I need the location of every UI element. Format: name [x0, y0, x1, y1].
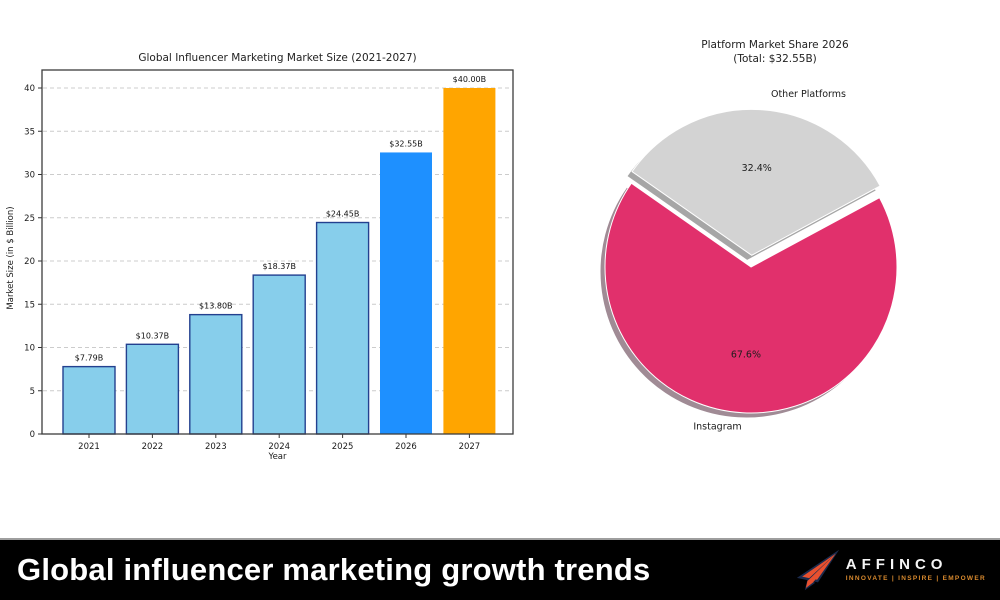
- bar-2027: [443, 88, 496, 434]
- x-tick-label: 2027: [459, 442, 481, 452]
- x-tick-label: 2024: [268, 442, 290, 452]
- affinco-logo: AFFINCO INNOVATE | INSPIRE | EMPOWER: [795, 548, 986, 592]
- banner-headline: Global influencer marketing growth trend…: [17, 552, 651, 587]
- platform-share-pie-chart: 67.6% Instagram 32.4% Other Platforms Platfo…: [600, 39, 898, 432]
- plot-border: [41, 69, 514, 435]
- x-axis-label: Year: [268, 452, 288, 462]
- pie-slice-instagram: [604, 182, 898, 414]
- y-tick-label: 10: [24, 344, 35, 354]
- y-tick-label: 30: [24, 171, 35, 181]
- bottom-banner: Global influencer marketing growth trend…: [0, 538, 1000, 600]
- bar-2024: [252, 274, 306, 435]
- bar-value-label: $18.37B: [262, 262, 295, 271]
- y-tick-label: 0: [30, 430, 35, 440]
- pie-chart-title: Platform Market Share 2026: [701, 39, 849, 51]
- x-tick-label: 2026: [395, 442, 417, 452]
- bar-value-label: $32.55B: [389, 139, 422, 148]
- bar-value-label: $13.80B: [199, 302, 232, 311]
- pie-category-label: Instagram: [693, 421, 741, 432]
- x-tick-label: 2023: [205, 442, 227, 452]
- bar-value-label: $10.37B: [136, 331, 169, 340]
- bar-2023: [189, 313, 243, 435]
- x-tick-label: 2025: [332, 442, 354, 452]
- y-tick-label: 20: [24, 257, 35, 267]
- x-tick-label: 2022: [142, 442, 164, 452]
- pie-pct-label: 32.4%: [742, 163, 772, 174]
- y-tick-label: 15: [24, 300, 35, 310]
- paper-plane-icon: [796, 549, 839, 591]
- y-tick-label: 35: [24, 127, 35, 137]
- market-size-bar-chart: $7.79B 2021 $10.37B 2022 $13.80B 2023 $18.37B 2…: [6, 52, 514, 462]
- brand-name: AFFINCO: [845, 556, 948, 574]
- pie-category-label: Other Platforms: [771, 89, 846, 100]
- y-axis-label: Market Size (in $ Billion): [6, 206, 16, 309]
- bar-2021: [62, 365, 116, 435]
- bar-value-label: $24.45B: [326, 210, 359, 219]
- bar-value-label: $40.00B: [453, 75, 486, 84]
- y-tick-label: 25: [24, 214, 35, 224]
- bar-2022: [125, 343, 180, 435]
- bar-2026: [380, 152, 432, 434]
- bar-value-label: $7.79B: [75, 354, 103, 363]
- brand-tagline: INNOVATE | INSPIRE | EMPOWER: [845, 575, 986, 583]
- pie-chart-subtitle: (Total: $32.55B): [733, 53, 817, 65]
- pie-slice-other-platforms: [631, 108, 881, 256]
- bar-chart-title: Global Influencer Marketing Market Size …: [138, 52, 416, 64]
- x-tick-label: 2021: [78, 442, 100, 452]
- y-tick-label: 40: [24, 84, 35, 94]
- bar-2025: [315, 221, 370, 435]
- logo-text: AFFINCO INNOVATE | INSPIRE | EMPOWER: [846, 557, 986, 583]
- pie-pct-label: 67.6%: [731, 349, 761, 360]
- y-tick-label: 5: [30, 387, 35, 397]
